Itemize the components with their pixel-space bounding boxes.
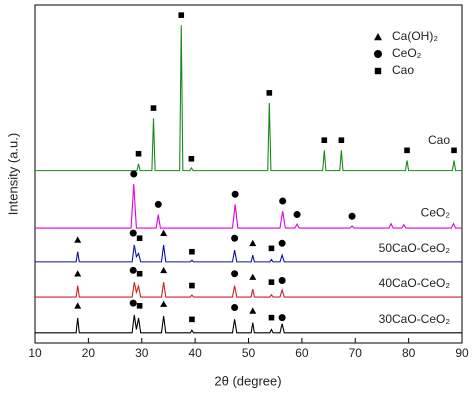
x-tick-label: 50 <box>242 346 256 360</box>
series-line <box>35 25 462 172</box>
marker-circle <box>154 200 162 208</box>
marker-square <box>268 245 275 252</box>
marker-square <box>321 137 328 143</box>
marker-triangle <box>249 307 257 314</box>
marker-circle <box>129 229 137 237</box>
y-axis-label: Intensity (a.u.) <box>5 133 20 215</box>
marker-square <box>374 67 382 75</box>
x-tick-label: 20 <box>82 346 96 360</box>
marker-triangle <box>249 239 257 247</box>
marker-square <box>268 314 275 321</box>
series-label: 30CaO-CeO₂ <box>379 312 451 326</box>
legend-label: CeO₂ <box>392 46 422 60</box>
marker-circle <box>129 266 137 274</box>
marker-square <box>404 147 410 154</box>
marker-circle <box>231 190 239 198</box>
marker-square <box>150 105 157 111</box>
legend-label: Ca(OH)₂ <box>392 29 438 43</box>
x-tick-label: 40 <box>188 346 202 360</box>
marker-circle <box>129 299 137 307</box>
marker-circle <box>231 270 239 278</box>
series-label: Cao <box>428 133 450 147</box>
series-line <box>35 314 462 334</box>
marker-triangle <box>160 300 168 307</box>
marker-circle <box>231 304 239 312</box>
marker-square <box>189 282 195 289</box>
marker-triangle <box>74 270 82 277</box>
marker-circle <box>130 170 138 178</box>
marker-square <box>135 150 142 157</box>
marker-square <box>338 137 345 143</box>
marker-square <box>189 248 195 255</box>
marker-square <box>136 303 143 309</box>
marker-square <box>189 316 195 323</box>
marker-triangle <box>249 273 257 280</box>
marker-circle <box>293 211 301 219</box>
x-tick-label: 70 <box>349 346 363 360</box>
x-tick-label: 10 <box>28 346 42 360</box>
marker-triangle <box>74 302 82 309</box>
marker-circle <box>231 234 239 242</box>
marker-triangle <box>160 229 168 236</box>
marker-triangle <box>374 33 382 41</box>
legend-label: Cao <box>392 63 414 77</box>
marker-square <box>268 279 275 285</box>
series-line <box>35 282 462 298</box>
marker-square <box>188 155 195 162</box>
series-line <box>35 244 462 263</box>
marker-triangle <box>160 266 168 274</box>
marker-square <box>136 270 143 277</box>
marker-triangle <box>74 236 82 243</box>
marker-circle <box>279 197 287 205</box>
marker-square <box>136 235 143 242</box>
series-label: 40CaO-CeO₂ <box>379 276 451 290</box>
marker-circle <box>374 50 382 58</box>
x-tick-label: 30 <box>135 346 149 360</box>
x-tick-label: 80 <box>402 346 416 360</box>
marker-circle <box>348 212 356 220</box>
marker-square <box>451 147 457 154</box>
x-tick-label: 90 <box>455 346 469 360</box>
marker-circle <box>278 239 286 247</box>
marker-square <box>178 12 185 18</box>
series-label: 50CaO-CeO₂ <box>379 241 451 255</box>
x-axis-label: 2θ (degree) <box>214 373 281 388</box>
marker-circle <box>278 314 286 322</box>
series-line <box>35 184 462 229</box>
series-label: CeO₂ <box>421 205 451 219</box>
marker-circle <box>278 276 286 284</box>
x-tick-label: 60 <box>295 346 309 360</box>
marker-square <box>266 90 273 96</box>
